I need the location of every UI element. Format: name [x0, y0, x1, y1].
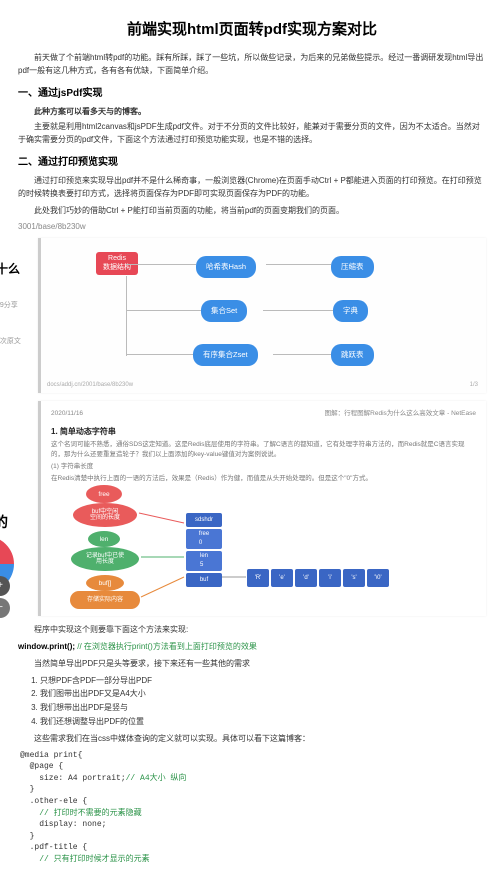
sds-date: 2020/11/16	[51, 410, 83, 417]
after-diagram-text: 程序中实现这个则要靠下面这个方法来实现:	[18, 624, 486, 637]
intro-paragraph: 前天做了个前端html转pdf的功能。踩有所踩，踩了一些坑，所以做些记录，为后来…	[18, 52, 486, 78]
side-minus-button[interactable]: −	[0, 598, 10, 618]
diagram-page-num: 1/3	[470, 381, 478, 391]
sds-heading: 1. 简单动态字符串	[51, 426, 476, 439]
redis-mindmap-diagram: Redis数据结构 哈希表Hash 压缩表 集合Set 字典 有序集合Zset …	[38, 238, 486, 393]
mindmap-node: 压缩表	[331, 256, 374, 278]
section-2-paragraph-1: 通过打印预览来实现导出pdf并不是什么稀奇事，一般浏览器(Chrome)在页面手…	[18, 175, 486, 201]
sds-diagram-panel: 2020/11/16 图解：行程图解Redis为什么这么高效文章 - NetEa…	[38, 401, 486, 616]
sds-cell: 'e'	[271, 569, 293, 587]
sds-cell: 'd'	[295, 569, 317, 587]
mindmap-node: 哈希表Hash	[196, 256, 256, 278]
page-title: 前端实现html页面转pdf实现方案对比	[18, 18, 486, 42]
sds-len-rect: len5	[186, 551, 222, 571]
side-label-1: 十么	[0, 260, 20, 279]
css-code-block: @media print{ @page { size: A4 portrait;…	[20, 750, 486, 866]
code-comment: // 在浏览器执行print()方法看到上面打印预览的效果	[77, 642, 257, 651]
side-label-3: 5次原文	[0, 336, 21, 347]
side-label-2: 19分享	[0, 300, 18, 311]
sds-cell: '\0'	[367, 569, 389, 587]
sds-cell: 's'	[343, 569, 365, 587]
list-item: 我们图带出出PDF又是A4大小	[40, 688, 486, 701]
code-fn: window.print();	[18, 642, 75, 651]
sds-sdshdr: sdshdr	[186, 513, 222, 527]
sds-cell: 'i'	[319, 569, 341, 587]
sds-paragraph-1: 这个名词可能不熟悉，通俗SDS这定知道。这是Redis底层使用的字符串。了解C语…	[51, 440, 476, 460]
sds-paragraph-2: (1) 字符串长度	[51, 462, 476, 472]
section-1-heading: 一、通过jsPdf实现	[18, 86, 486, 102]
sds-crumb: 图解：行程图解Redis为什么这么高效文章 - NetEase	[325, 409, 476, 419]
after-list-text: 这些需求我们在当css中媒体查询的定义就可以实现。具体可以看下这篇博客：	[18, 733, 486, 746]
diagram-footer: docs/addj.cn/2001/base/8b230w	[47, 381, 133, 391]
section-2-heading: 二、通过打印预览实现	[18, 155, 486, 171]
list-item: 我们还想调整导出PDF的位置	[40, 716, 486, 729]
sds-free-rect: free0	[186, 529, 222, 549]
list-intro: 当然简单导出PDF只是头等要求，接下来还有一些其他的需求	[18, 658, 486, 671]
mindmap-node: 字典	[333, 300, 368, 322]
url-text: 3001/base/8b230w	[18, 221, 486, 234]
section-1-paragraph: 主要就是利用html2canvas和jsPDF生成pdf文件。对于不分页的文件比…	[18, 121, 486, 147]
mindmap-node: 集合Set	[201, 300, 247, 322]
list-item: 我们想带出出PDF是竖与	[40, 702, 486, 715]
section-1-sub: 此种方案可以看多天与的博客。	[18, 106, 486, 119]
sds-connectors	[51, 487, 476, 605]
sds-buf-rect: buf	[186, 573, 222, 587]
sds-cell: 'R'	[247, 569, 269, 587]
mindmap-node: 有序集合Zset	[193, 344, 258, 366]
mindmap-node: 跳跃表	[331, 344, 374, 366]
list-item: 只想PDF含PDF一部分导出PDF	[40, 675, 486, 688]
side-label-big: 的	[0, 511, 8, 533]
requirement-list: 只想PDF含PDF一部分导出PDF 我们图带出出PDF又是A4大小 我们想带出出…	[40, 675, 486, 729]
section-2-paragraph-2: 此处我们巧妙的借助Ctrl + P能打印当前页面的功能，将当前pdf的页面变期我…	[18, 205, 486, 218]
sds-paragraph-3: 在Redis清楚中执行上面的一语的方法后，效果是（Redis）作为健，而值是从头…	[51, 474, 476, 484]
sds-structure-svg: free buf中空闲空间的长度 len 记录buf中已使用长度 buf[] 存…	[51, 487, 476, 605]
code-call-line: window.print(); // 在浏览器执行print()方法看到上面打印…	[18, 641, 486, 654]
